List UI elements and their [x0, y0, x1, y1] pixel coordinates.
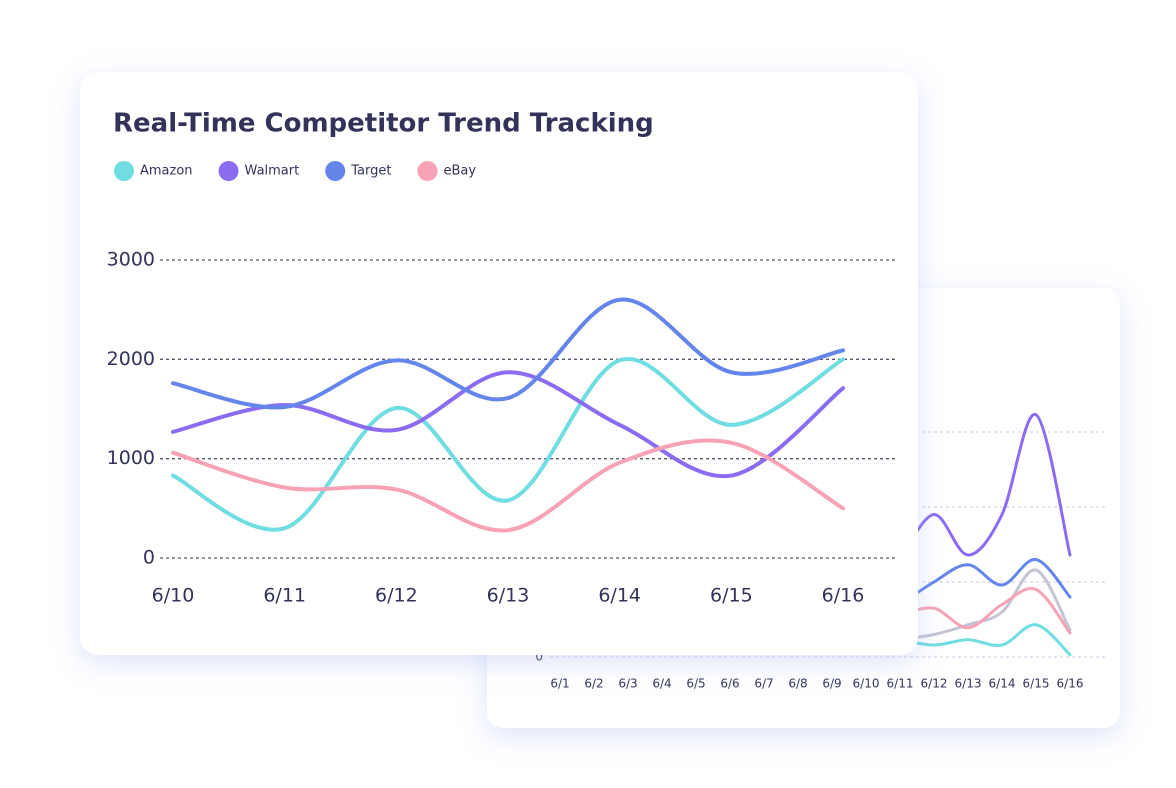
- x-tick-label: 6/1: [550, 677, 569, 691]
- x-tick-label: 6/11: [887, 677, 914, 691]
- card: [80, 72, 918, 655]
- y-tick-label: 3000: [107, 249, 155, 271]
- legend-label: Target: [350, 164, 391, 179]
- series-line: [898, 568, 1072, 642]
- x-tick-label: 6/12: [921, 677, 948, 691]
- x-tick-label: 6/2: [584, 677, 603, 691]
- series-line: [171, 438, 845, 533]
- legend-swatch: [114, 161, 134, 181]
- x-tick-label: 6/7: [754, 677, 773, 691]
- x-tick-label: 6/15: [1023, 677, 1050, 691]
- y-tick-label: 2000: [107, 348, 155, 370]
- series-line: [898, 558, 1072, 606]
- x-tick-label: 6/16: [822, 585, 865, 607]
- x-tick-label: 6/15: [710, 585, 753, 607]
- legend-swatch: [417, 161, 438, 181]
- series-line: [898, 413, 1072, 561]
- x-tick-label: 6/6: [720, 677, 739, 691]
- y-tick-label: 1000: [107, 447, 155, 469]
- x-tick-label: 6/11: [263, 585, 306, 607]
- x-tick-label: 6/3: [618, 677, 637, 691]
- x-tick-label: 6/9: [822, 677, 841, 691]
- series-line: [898, 623, 1072, 657]
- x-tick-label: 6/10: [853, 677, 880, 691]
- y-tick-label: 0: [143, 547, 155, 569]
- series-line: [898, 587, 1072, 635]
- x-tick-label: 6/8: [788, 677, 807, 691]
- y-tick-label: 0: [535, 650, 543, 664]
- legend-label: Walmart: [245, 164, 300, 179]
- x-tick-label: 6/13: [955, 677, 982, 691]
- x-tick-label: 6/5: [686, 677, 705, 691]
- chart-title: Real-Time Competitor Trend Tracking: [113, 109, 654, 139]
- x-tick-label: 6/4: [652, 677, 671, 691]
- series-line: [171, 297, 845, 410]
- front-card: Real-Time Competitor Trend Tracking 0 100…: [80, 72, 918, 655]
- x-tick-label: 6/14: [989, 677, 1016, 691]
- legend-label: eBay: [443, 164, 476, 179]
- legend-label: Amazon: [140, 164, 193, 179]
- x-tick-label: 6/10: [152, 585, 195, 607]
- x-tick-label: 6/14: [598, 585, 641, 607]
- series-line: [171, 356, 845, 532]
- x-tick-label: 6/13: [487, 585, 530, 607]
- x-tick-label: 6/12: [375, 585, 418, 607]
- x-tick-label: 6/16: [1057, 677, 1084, 691]
- legend-swatch: [325, 161, 346, 181]
- legend-swatch: [218, 161, 239, 181]
